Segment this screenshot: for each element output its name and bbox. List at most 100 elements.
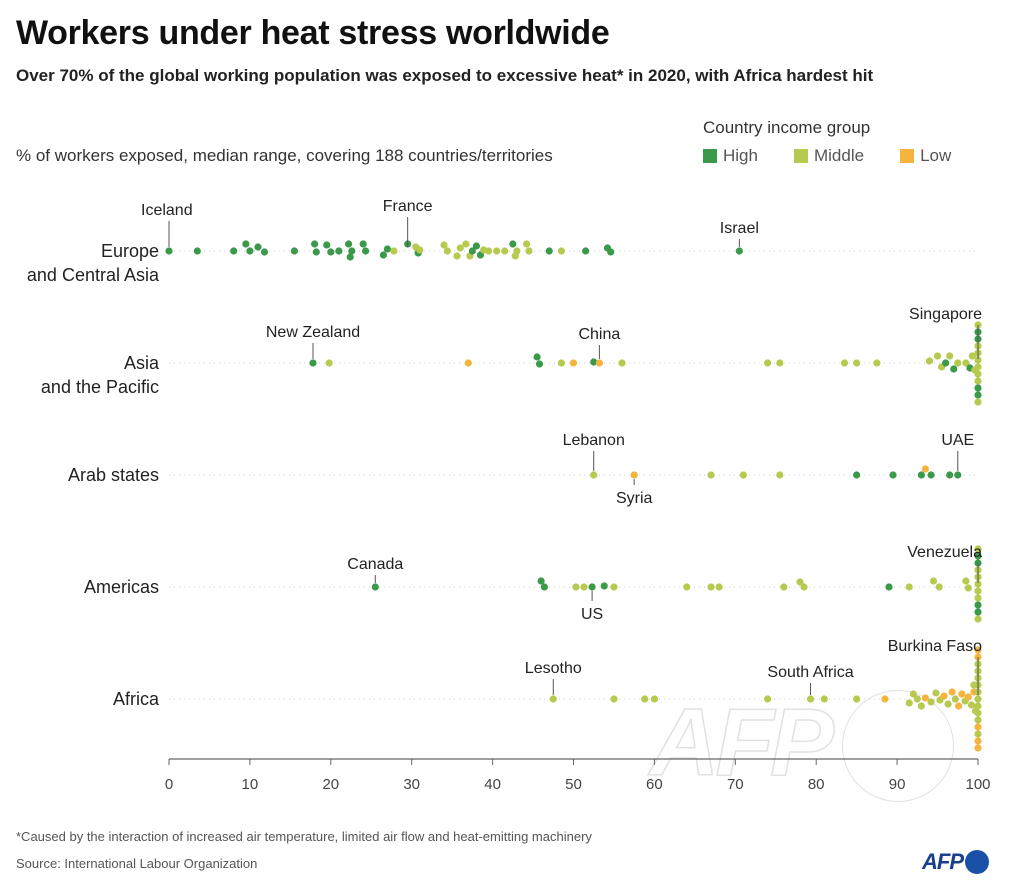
dot-middle bbox=[557, 359, 565, 367]
dot-low bbox=[569, 359, 578, 367]
dot-middle bbox=[932, 689, 940, 697]
dot-middle bbox=[974, 615, 982, 623]
dot-middle bbox=[443, 247, 451, 255]
dot-high bbox=[290, 247, 298, 255]
dot-middle bbox=[557, 247, 565, 255]
dot-middle bbox=[964, 584, 972, 592]
dot-high bbox=[327, 248, 335, 256]
callout-label: China bbox=[578, 326, 620, 343]
dot-middle bbox=[974, 363, 982, 371]
dot-high bbox=[545, 247, 553, 255]
x-tick-label-90: 90 bbox=[889, 776, 906, 793]
dot-high bbox=[600, 582, 608, 590]
dot-high bbox=[312, 248, 320, 256]
dot-middle bbox=[974, 695, 982, 703]
dot-middle bbox=[456, 244, 464, 252]
dot-middle bbox=[954, 359, 962, 367]
region-label-line: and Central Asia bbox=[26, 265, 159, 285]
dot-middle bbox=[974, 730, 982, 738]
dot-middle bbox=[501, 247, 509, 255]
dot-middle bbox=[707, 583, 715, 591]
dot-middle bbox=[325, 359, 333, 367]
dot-high bbox=[359, 240, 367, 248]
legend-item-middle: Middle bbox=[793, 146, 864, 166]
dot-middle bbox=[905, 699, 913, 707]
dot-middle bbox=[929, 577, 938, 585]
callout-label: Syria bbox=[616, 490, 653, 507]
callout-label: Lebanon bbox=[563, 432, 625, 449]
dot-middle bbox=[967, 701, 976, 709]
dot-low bbox=[464, 359, 472, 367]
dot-high bbox=[533, 353, 541, 361]
dot-low bbox=[974, 737, 982, 745]
dot-high bbox=[311, 240, 319, 248]
dot-middle bbox=[909, 690, 917, 698]
dot-high bbox=[950, 365, 958, 373]
dot-middle bbox=[764, 695, 772, 703]
dot-high bbox=[468, 247, 476, 255]
dot-middle bbox=[917, 702, 925, 710]
dot-middle bbox=[764, 359, 772, 367]
dot-middle bbox=[590, 471, 598, 479]
dot-high bbox=[323, 241, 331, 249]
dot-middle bbox=[968, 352, 976, 360]
dot-high bbox=[853, 471, 861, 479]
x-tick-label-80: 80 bbox=[808, 776, 825, 793]
dot-high bbox=[954, 471, 962, 479]
dot-high bbox=[607, 248, 615, 256]
x-tick-label-20: 20 bbox=[322, 776, 339, 793]
dot-high bbox=[537, 577, 545, 585]
dot-low bbox=[964, 693, 972, 701]
afp-logo-dot bbox=[965, 850, 989, 874]
afp-logo: AFP bbox=[922, 849, 989, 875]
legend-swatch-high bbox=[703, 149, 717, 163]
dot-middle bbox=[522, 240, 531, 248]
callout-label: Canada bbox=[347, 556, 403, 573]
legend: High Middle Low bbox=[703, 146, 951, 166]
callout-label: Israel bbox=[720, 220, 759, 237]
dot-high bbox=[974, 601, 982, 609]
dot-middle bbox=[453, 252, 461, 260]
callout-label: Burkina Faso bbox=[888, 638, 982, 655]
dot-middle bbox=[610, 583, 618, 591]
dot-middle bbox=[549, 695, 557, 703]
dot-high bbox=[346, 253, 354, 261]
dot-middle bbox=[974, 709, 982, 717]
legend-item-high: High bbox=[703, 146, 758, 166]
dot-middle bbox=[873, 359, 881, 367]
x-tick-label-100: 100 bbox=[965, 776, 990, 793]
dot-high bbox=[344, 240, 353, 248]
dot-middle bbox=[513, 247, 521, 255]
dot-middle bbox=[974, 377, 982, 385]
dot-middle bbox=[484, 247, 493, 255]
footnote: *Caused by the interaction of increased … bbox=[16, 829, 592, 844]
dot-high bbox=[309, 359, 317, 367]
dot-low bbox=[630, 471, 638, 479]
dot-middle bbox=[580, 583, 588, 591]
dot-high bbox=[193, 247, 201, 255]
dot-middle bbox=[974, 398, 982, 406]
callout-label: South Africa bbox=[767, 664, 853, 681]
dot-low bbox=[921, 694, 930, 702]
region-label-line: and the Pacific bbox=[40, 377, 159, 397]
callout-label: US bbox=[581, 606, 603, 623]
region-label-2: Arab states bbox=[68, 463, 159, 487]
dot-middle bbox=[962, 577, 970, 585]
dot-high bbox=[942, 359, 950, 367]
legend-title: Country income group bbox=[703, 118, 871, 137]
dot-low bbox=[881, 695, 889, 703]
dot-low bbox=[948, 688, 956, 696]
legend-label-low: Low bbox=[920, 146, 952, 165]
dot-high bbox=[509, 240, 517, 248]
dot-middle bbox=[683, 583, 691, 591]
dot-middle bbox=[974, 370, 982, 378]
dot-high bbox=[472, 242, 481, 250]
dot-middle bbox=[641, 695, 649, 703]
dot-middle bbox=[800, 583, 808, 591]
dot-middle bbox=[905, 583, 913, 591]
dot-middle bbox=[462, 240, 470, 248]
dot-middle bbox=[707, 471, 715, 479]
dot-middle bbox=[416, 246, 424, 254]
dot-high bbox=[974, 552, 982, 560]
